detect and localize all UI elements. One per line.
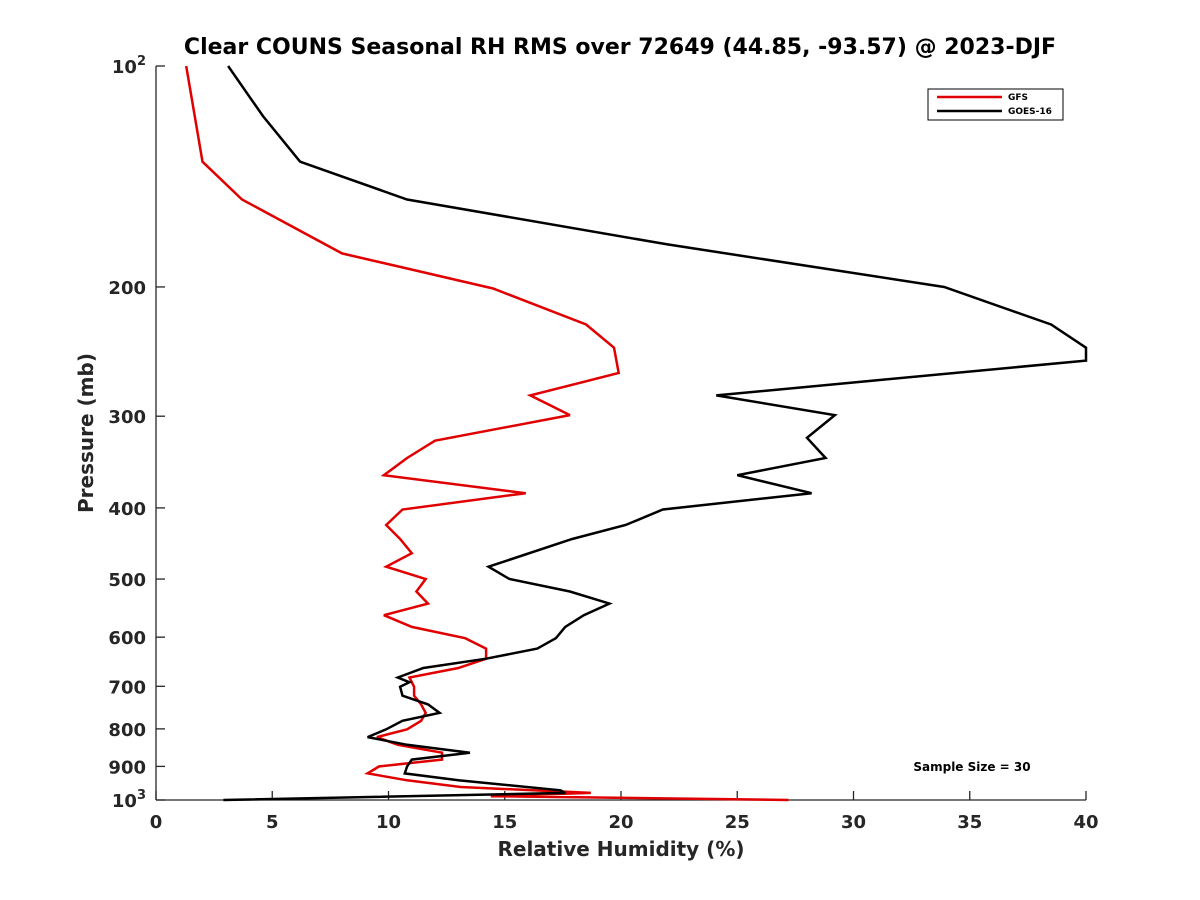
x-tick-label: 35 <box>957 812 982 833</box>
legend: GFS GOES-16 <box>927 88 1064 121</box>
y-tick-label: 102 <box>112 54 146 78</box>
y-tick-label: 103 <box>112 788 146 812</box>
series-line-gfs <box>184 65 789 802</box>
sample-size-annotation: Sample Size = 30 <box>913 760 1030 774</box>
legend-label-gfs: GFS <box>1008 93 1028 103</box>
y-tick-label: 300 <box>108 407 146 428</box>
y-tick-label: 700 <box>108 677 146 698</box>
y-tick-label: 200 <box>108 278 146 299</box>
y-tick-label-exponent: 3 <box>137 788 146 803</box>
x-ticks: 0 5 10 15 20 25 30 35 40 <box>150 791 1099 833</box>
x-tick-label: 0 <box>150 812 163 833</box>
y-tick-label: 900 <box>108 757 146 778</box>
y-tick-label: 800 <box>108 720 146 741</box>
x-tick-label: 40 <box>1073 812 1098 833</box>
chart-title: Clear COUNS Seasonal RH RMS over 72649 (… <box>184 35 1056 60</box>
x-tick-label: 15 <box>492 812 517 833</box>
x-tick-label: 25 <box>725 812 750 833</box>
series-lines <box>184 65 1088 802</box>
x-tick-label: 20 <box>608 812 633 833</box>
y-tick-label: 400 <box>108 499 146 520</box>
legend-items: GFS GOES-16 <box>937 93 1052 117</box>
legend-label-goes-16: GOES-16 <box>1008 107 1052 117</box>
x-tick-label: 5 <box>266 812 279 833</box>
y-tick-label-base: 10 <box>112 57 137 78</box>
y-axis-label: Pressure (mb) <box>74 353 98 513</box>
series-line-goes-16 <box>223 65 1088 802</box>
x-tick-label: 10 <box>376 812 401 833</box>
y-tick-label: 600 <box>108 628 146 649</box>
y-tick-label-exponent: 2 <box>137 54 146 69</box>
y-tick-label: 500 <box>108 570 146 591</box>
legend-box <box>927 88 1064 121</box>
plot-area: 0 5 10 15 20 25 30 35 40 10220030040050060070080… <box>108 54 1098 833</box>
x-axis-label: Relative Humidity (%) <box>497 837 744 861</box>
y-tick-label-base: 10 <box>112 791 137 812</box>
x-tick-label: 30 <box>841 812 866 833</box>
